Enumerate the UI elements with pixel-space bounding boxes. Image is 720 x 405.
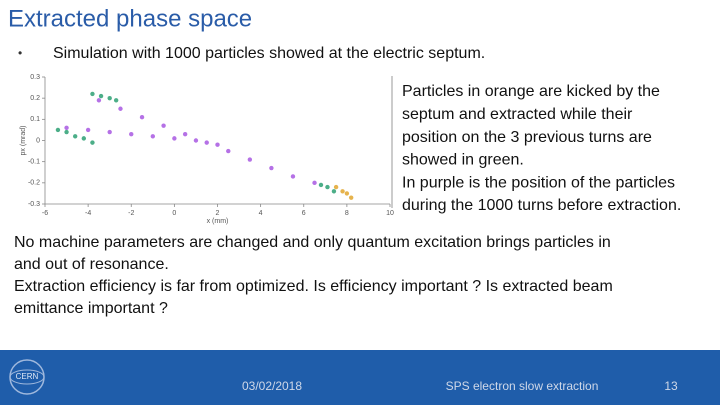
point (318, 182, 324, 188)
logo-text: CERN (16, 372, 39, 381)
point (215, 142, 220, 147)
page-number: 13 (664, 379, 678, 393)
y-tick-label: 0 (36, 137, 40, 144)
point (113, 98, 119, 103)
point (129, 131, 134, 137)
y-tick-label: -0.1 (28, 159, 40, 166)
x-tick-label: 8 (345, 210, 349, 217)
point (182, 131, 188, 137)
x-tick-label: 6 (302, 210, 306, 217)
side-text: Particles in orange are kicked by the sep… (402, 83, 681, 214)
x-tick-label: 10 (386, 210, 394, 217)
point (204, 140, 209, 145)
y-axis-label: px (mrad) (20, 126, 27, 156)
body-line: and out of resonance. (14, 256, 169, 273)
point (331, 189, 337, 194)
point (98, 93, 104, 99)
point (193, 138, 199, 143)
y-tick-label: -0.2 (28, 180, 40, 187)
body-line: No machine parameters are changed and on… (14, 234, 611, 251)
side-line: In purple is the position of the particl… (402, 174, 675, 191)
x-tick-label: 0 (172, 210, 176, 217)
x-tick-label: -4 (85, 210, 91, 217)
side-line: during the 1000 turns before extraction. (402, 197, 681, 214)
point (161, 123, 166, 128)
body-line: emittance important ? (14, 300, 168, 317)
y-tick-label: 0.1 (30, 116, 40, 123)
bullet-dot: • (18, 46, 22, 60)
side-line: showed in green. (402, 152, 524, 169)
side-line: position on the 3 previous turns are (402, 129, 652, 146)
bullet-text: Simulation with 1000 particles showed at… (53, 45, 485, 62)
chart: 0.3 0.2 0.1 0 -0.1 -0.2 -0.3-6 -4 -2 0 2 4 6 8 10 x (mm… (20, 74, 394, 225)
point (290, 174, 296, 179)
y-tick-label: 0.2 (30, 95, 40, 102)
point (107, 95, 112, 101)
point (333, 184, 339, 190)
y-tick-label: 0.3 (30, 74, 40, 81)
x-tick-label: 4 (259, 210, 263, 217)
point (312, 180, 317, 186)
point (90, 91, 95, 97)
point (139, 115, 145, 120)
point (81, 136, 87, 141)
y-tick-label: -0.3 (28, 201, 40, 208)
x-axis-label: x (mm) (207, 218, 229, 225)
x-tick-label: -6 (42, 210, 48, 217)
point (64, 125, 69, 130)
body-text: No machine parameters are changed and on… (14, 234, 613, 317)
footer-bar (0, 350, 720, 405)
footer-title: SPS electron slow extraction (446, 379, 599, 393)
x-tick-label: 2 (216, 210, 220, 217)
x-tick-label: -2 (128, 210, 134, 217)
point (348, 195, 354, 200)
point (85, 127, 91, 133)
side-line: Particles in orange are kicked by the (402, 83, 660, 100)
point (269, 165, 274, 171)
point (64, 129, 69, 135)
point (325, 184, 330, 190)
point (150, 134, 156, 139)
point (118, 106, 123, 111)
point (247, 157, 253, 162)
slide-title: Extracted phase space (8, 5, 252, 32)
logo-orbit (9, 369, 45, 385)
point (344, 191, 350, 196)
point (55, 127, 61, 133)
point (172, 136, 177, 141)
point (226, 148, 231, 154)
footer-date: 03/02/2018 (242, 379, 302, 393)
point (90, 140, 95, 145)
point (72, 134, 78, 139)
body-line: Extraction efficiency is far from optimi… (14, 278, 613, 295)
point (340, 189, 345, 194)
point (96, 98, 102, 103)
point (107, 129, 112, 135)
side-line: septum and extracted while their (402, 106, 633, 123)
